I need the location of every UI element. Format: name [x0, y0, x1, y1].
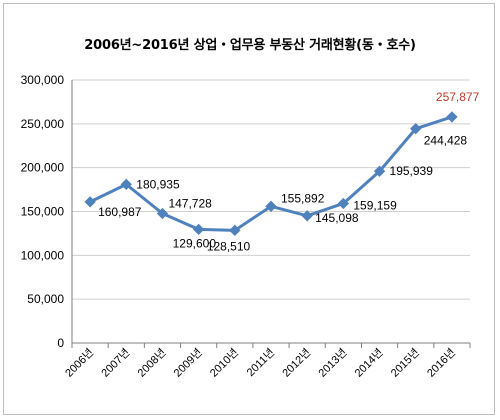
y-tick-label: 50,000	[27, 292, 64, 306]
x-tick-label: 2010년	[207, 346, 241, 380]
data-point	[301, 210, 313, 222]
y-tick-label: 200,000	[21, 161, 65, 175]
x-tick-label: 2016년	[424, 346, 458, 380]
x-tick-label: 2011년	[244, 346, 277, 379]
data-label: 128,510	[207, 239, 251, 253]
data-point	[446, 111, 458, 123]
data-point	[156, 207, 169, 220]
data-label: 147,728	[168, 196, 212, 210]
data-label: 195,939	[390, 164, 434, 178]
data-point	[229, 224, 241, 236]
data-label: 257,877	[436, 90, 480, 104]
chart-frame	[3, 3, 495, 415]
data-label: 160,987	[98, 205, 142, 219]
data-label: 180,935	[136, 177, 180, 191]
x-tick-label: 2014년	[352, 346, 386, 380]
x-tick-label: 2008년	[135, 346, 169, 380]
data-point	[265, 200, 277, 212]
y-tick-label: 100,000	[21, 248, 65, 262]
data-label: 145,098	[315, 211, 359, 225]
data-point	[84, 196, 96, 208]
data-point	[192, 223, 205, 236]
data-label: 159,159	[353, 198, 397, 212]
data-point	[337, 197, 350, 210]
chart-title: 2006년~2016년 상업・업무용 부동산 거래현황(동・호수)	[84, 38, 416, 53]
data-point	[410, 123, 422, 135]
x-tick-label: 2006년	[63, 346, 97, 380]
data-label: 129,600	[173, 236, 217, 250]
y-tick-label: 300,000	[21, 73, 65, 87]
data-point	[373, 165, 386, 177]
data-label: 244,428	[424, 134, 468, 148]
x-tick-label: 2015년	[388, 346, 422, 380]
x-tick-label: 2007년	[99, 346, 133, 380]
y-tick-label: 250,000	[21, 117, 65, 131]
x-tick-label: 2012년	[280, 346, 314, 380]
x-tick-label: 2009년	[171, 346, 205, 380]
y-tick-label: 0	[57, 336, 64, 350]
x-tick-label: 2013년	[316, 346, 350, 380]
y-tick-label: 150,000	[21, 205, 65, 219]
data-label: 155,892	[281, 191, 325, 205]
